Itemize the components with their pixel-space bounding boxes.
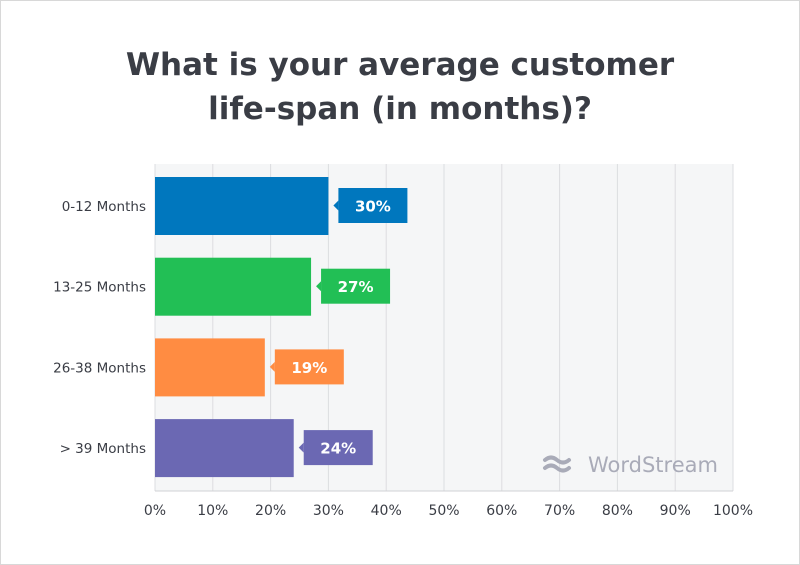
- data-label: 30%: [355, 198, 391, 216]
- chart-title-text: What is your average customer life-span (…: [125, 47, 675, 127]
- data-label-box: [321, 268, 391, 304]
- data-label-pointer: [298, 442, 304, 453]
- data-label-pointer: [269, 361, 275, 372]
- x-tick-label: 100%: [713, 503, 753, 519]
- data-label: 19%: [291, 359, 327, 377]
- wave-icon: [543, 463, 571, 473]
- category-label: 0-12 Months: [62, 199, 146, 215]
- data-label: 27%: [338, 278, 374, 296]
- bar: [155, 177, 329, 235]
- data-label-box: [303, 430, 373, 466]
- category-label: > 39 Months: [60, 441, 146, 457]
- x-tick-label: 30%: [313, 503, 344, 519]
- data-label-box: [338, 188, 408, 223]
- bar: [155, 338, 265, 397]
- bar: [155, 419, 294, 478]
- chart-title: What is your average customer life-span (…: [1, 43, 799, 131]
- wordstream-logo: WordStream: [543, 453, 718, 477]
- x-tick-label: 70%: [544, 503, 575, 519]
- category-label: 13-25 Months: [53, 280, 146, 296]
- x-tick-label: 90%: [660, 503, 691, 519]
- category-label: 26-38 Months: [53, 360, 146, 376]
- x-tick-label: 0%: [144, 503, 166, 519]
- watermark-text: WordStream: [588, 453, 718, 477]
- x-tick-label: 50%: [428, 503, 459, 519]
- x-tick-label: 40%: [371, 503, 402, 519]
- x-tick-label: 80%: [602, 503, 633, 519]
- wave-icon: [543, 455, 571, 465]
- x-tick-label: 10%: [197, 503, 228, 519]
- bar: [155, 257, 312, 316]
- data-label-pointer: [333, 200, 339, 211]
- data-label: 24%: [320, 440, 356, 458]
- data-label-box: [274, 349, 344, 385]
- x-tick-label: 20%: [255, 503, 286, 519]
- x-tick-label: 60%: [486, 503, 517, 519]
- data-label-pointer: [316, 281, 322, 292]
